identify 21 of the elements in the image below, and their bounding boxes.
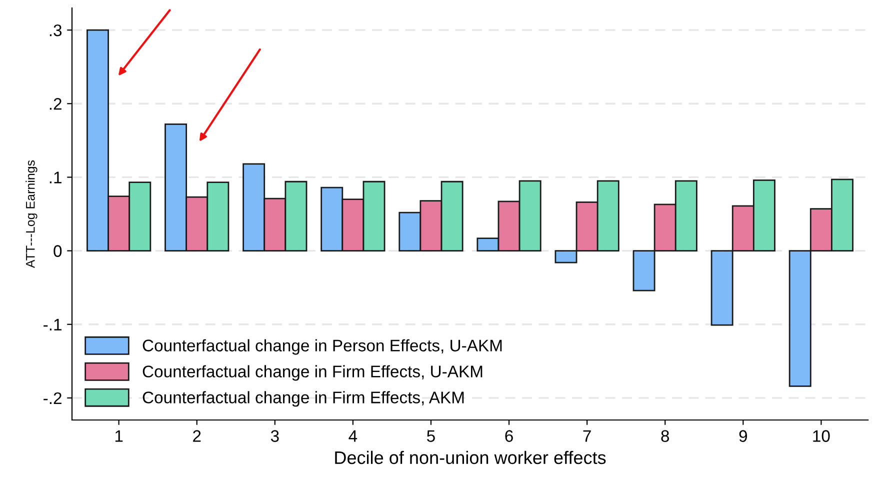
legend-label: Counterfactual change in Person Effects, U-AKM	[142, 339, 502, 355]
y-tick-label: .3	[50, 24, 62, 36]
x-tick-label: 7	[583, 430, 591, 442]
x-tick-label: 2	[193, 430, 201, 442]
x-tick-label: 8	[661, 430, 670, 442]
x-tick-label: 9	[739, 430, 747, 442]
legend-label: Counterfactual change in Firm Effects, AKM	[142, 391, 464, 407]
legend-label: Counterfactual change in Firm Effects, U-AKM	[142, 365, 482, 381]
y-tick-label: .2	[50, 98, 62, 110]
x-tick-label: 1	[115, 430, 123, 442]
x-tick-label: 3	[270, 430, 279, 442]
x-tick-label: 4	[348, 430, 358, 442]
y-tick-label: .1	[50, 172, 62, 184]
y-axis-title: ATT---Log Earnings	[26, 160, 38, 268]
x-tick-label: 10	[813, 430, 830, 442]
y-tick-label: 0	[54, 245, 62, 257]
x-axis-title: Decile of non-union worker effects	[335, 450, 606, 464]
y-tick-label: -.1	[44, 318, 62, 330]
y-tick-label: -.2	[44, 392, 62, 404]
x-tick-label: 5	[427, 430, 435, 442]
x-tick-label: 6	[505, 430, 513, 442]
